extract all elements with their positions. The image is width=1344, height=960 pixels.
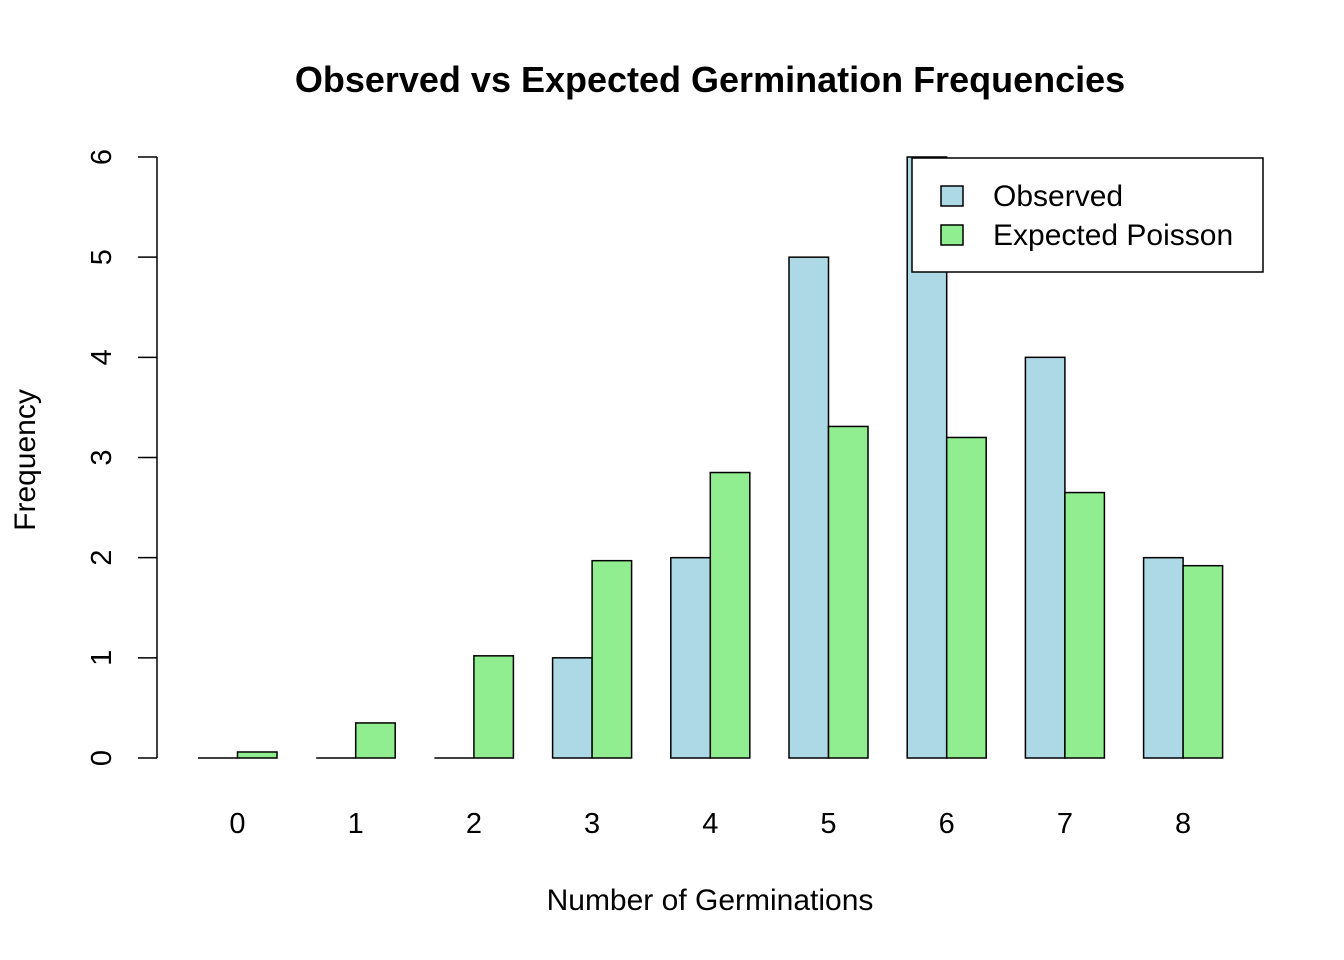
x-axis-label: Number of Germinations xyxy=(547,884,874,917)
bar-0-8 xyxy=(1142,556,1184,759)
x-tick-label: 1 xyxy=(348,808,364,840)
x-tick-label: 6 xyxy=(939,808,955,840)
bar-1-7 xyxy=(1064,491,1106,759)
bar-0-7 xyxy=(1024,356,1066,759)
bar-1-0 xyxy=(236,751,278,759)
bar-0-3 xyxy=(551,657,593,759)
x-tick-label: 2 xyxy=(466,808,482,840)
y-axis-label: Frequency xyxy=(9,389,42,531)
legend: Observed Expected Poisson xyxy=(911,157,1264,273)
bar-1-1 xyxy=(354,722,396,759)
x-tick-labels: 0 1 2 3 4 5 6 7 8 xyxy=(229,808,1191,840)
bar-0-4 xyxy=(670,556,712,759)
legend-label: Observed xyxy=(993,180,1123,213)
y-tick-label: 6 xyxy=(86,149,118,165)
legend-swatch xyxy=(940,224,964,246)
x-tick-label: 0 xyxy=(229,808,245,840)
legend-swatch xyxy=(940,185,964,207)
x-tick-label: 4 xyxy=(702,808,718,840)
chart-title: Observed vs Expected Germination Frequen… xyxy=(295,59,1125,100)
y-axis: 0 1 2 3 4 5 6 xyxy=(86,149,158,766)
y-tick-label: 2 xyxy=(86,550,118,566)
bar-1-6 xyxy=(945,436,987,759)
x-tick-label: 5 xyxy=(820,808,836,840)
bar-1-5 xyxy=(827,425,869,759)
y-tick-label: 3 xyxy=(86,449,118,465)
y-tick-label: 0 xyxy=(86,750,118,766)
bar-1-3 xyxy=(591,559,633,759)
bar-1-4 xyxy=(709,471,751,759)
bar-1-8 xyxy=(1182,564,1224,759)
bar-0-5 xyxy=(788,256,830,759)
x-tick-label: 7 xyxy=(1057,808,1073,840)
legend-box xyxy=(911,157,1264,273)
y-tick-label: 4 xyxy=(86,349,118,365)
x-tick-label: 8 xyxy=(1175,808,1191,840)
x-tick-label: 3 xyxy=(584,808,600,840)
bar-1-2 xyxy=(473,655,515,759)
y-tick-label: 5 xyxy=(86,249,118,265)
legend-label: Expected Poisson xyxy=(993,219,1233,252)
y-tick-label: 1 xyxy=(86,650,118,666)
